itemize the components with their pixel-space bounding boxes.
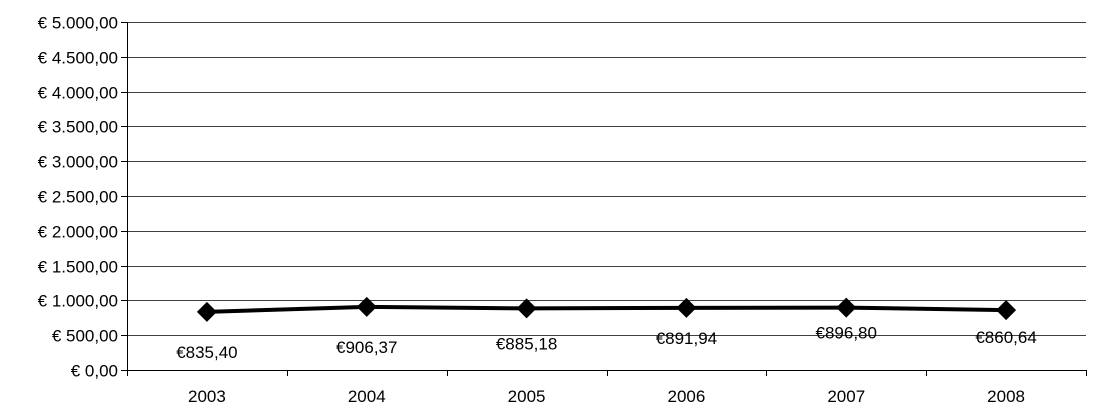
grid-lines <box>127 22 1086 336</box>
series-line <box>206 304 1007 314</box>
data-labels: €835,40 €906,37 €885,18 €891,94 €896,80 €860,… <box>176 324 1037 362</box>
data-label-2005: €885,18 <box>496 334 557 353</box>
data-marker-2003 <box>196 301 217 322</box>
x-tick-label-2008: 2008 <box>987 387 1025 406</box>
y-tick-label-5: € 2.500,00 <box>38 188 118 207</box>
axes <box>121 22 1087 376</box>
data-marker-2004 <box>356 296 377 317</box>
x-tick-label-2006: 2006 <box>668 387 706 406</box>
data-label-2006: €891,94 <box>656 329 717 348</box>
y-tick-label-4: € 2.000,00 <box>38 223 118 242</box>
y-tick-label-8: € 4.000,00 <box>38 84 118 103</box>
data-markers <box>196 296 1017 322</box>
y-tick-label-9: € 4.500,00 <box>38 49 118 68</box>
y-tick-label-0: € 0,00 <box>71 362 118 381</box>
x-tick-labels: 2003 2004 2005 2006 2007 2008 <box>188 387 1025 406</box>
x-tick-label-2007: 2007 <box>827 387 865 406</box>
y-tick-label-3: € 1.500,00 <box>38 258 118 277</box>
y-tick-label-10: € 5.000,00 <box>38 14 118 33</box>
y-tick-label-6: € 3.000,00 <box>38 153 118 172</box>
y-tick-label-1: € 500,00 <box>52 327 118 346</box>
data-marker-2005 <box>516 298 537 319</box>
data-label-2008: €860,64 <box>975 328 1036 347</box>
series-polyline <box>206 304 1007 314</box>
y-tick-labels: € 0,00 € 500,00 € 1.000,00 € 1.500,00 € 2.00… <box>38 14 118 381</box>
data-marker-2006 <box>676 297 697 318</box>
data-label-2003: €835,40 <box>176 343 237 362</box>
x-tick-label-2004: 2004 <box>348 387 386 406</box>
data-marker-2007 <box>836 297 857 318</box>
data-marker-2008 <box>996 300 1017 321</box>
data-label-2004: €906,37 <box>336 338 397 357</box>
data-label-2007: €896,80 <box>816 324 877 343</box>
x-tick-label-2005: 2005 <box>508 387 546 406</box>
x-tick-label-2003: 2003 <box>188 387 226 406</box>
y-tick-label-7: € 3.500,00 <box>38 118 118 137</box>
y-tick-label-2: € 1.000,00 <box>38 292 118 311</box>
